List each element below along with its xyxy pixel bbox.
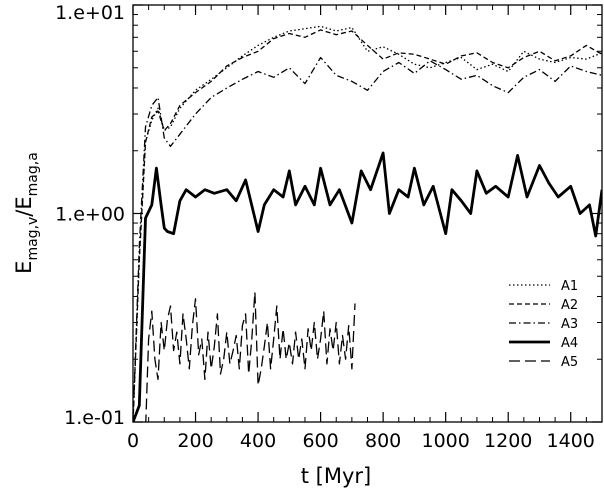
series-line-a4 <box>133 151 602 422</box>
y-tick-label: 1.e+00 <box>55 204 125 226</box>
series-line-a1 <box>133 25 602 422</box>
x-tick-label: 800 <box>365 430 401 452</box>
legend-label-a1: A1 <box>561 279 578 294</box>
x-tick-labels: 0 200 400 600 800 1000 1200 1400 <box>127 430 595 452</box>
x-tick-label: 600 <box>302 430 338 452</box>
legend-label-a4: A4 <box>561 336 578 351</box>
series-line-a5 <box>142 291 356 422</box>
x-tick-label: 1400 <box>547 430 595 452</box>
x-tick-label: 400 <box>240 430 276 452</box>
legend-label-a3: A3 <box>561 317 578 332</box>
x-tick-label: 200 <box>177 430 213 452</box>
x-tick-label: 0 <box>127 430 139 452</box>
y-tick-label: 1.e+01 <box>55 2 125 24</box>
y-tick-label: 1.e-01 <box>64 407 125 429</box>
y-axis-title: Emag,v/Emag,a <box>12 152 41 274</box>
y-tick-labels: 1.e-01 1.e+00 1.e+01 <box>55 2 125 429</box>
x-tick-label: 1000 <box>421 430 469 452</box>
legend-label-a2: A2 <box>561 298 578 313</box>
series-line-a2 <box>133 29 602 422</box>
legend-label-a5: A5 <box>561 355 578 370</box>
axis-ticks <box>132 4 602 423</box>
legend: A1 A2 A3 A4 A5 <box>509 279 578 370</box>
x-axis-title: t [Myr] <box>301 464 371 488</box>
series-line-a3 <box>133 56 602 422</box>
x-tick-label: 1200 <box>484 430 532 452</box>
series-lines <box>133 25 602 422</box>
